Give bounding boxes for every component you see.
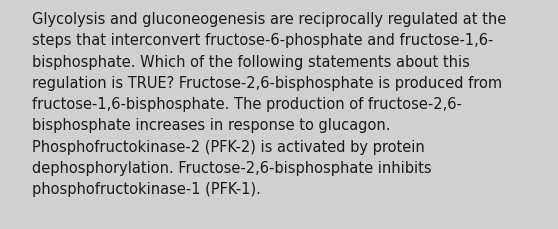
Text: bisphosphate. Which of the following statements about this: bisphosphate. Which of the following sta… [32, 54, 470, 69]
Text: Glycolysis and gluconeogenesis are reciprocally regulated at the: Glycolysis and gluconeogenesis are recip… [32, 12, 506, 27]
Text: steps that interconvert fructose-6-phosphate and fructose-1,6-: steps that interconvert fructose-6-phosp… [32, 33, 493, 48]
Text: bisphosphate increases in response to glucagon.: bisphosphate increases in response to gl… [32, 118, 391, 133]
Text: dephosphorylation. Fructose-2,6-bisphosphate inhibits: dephosphorylation. Fructose-2,6-bisphosp… [32, 160, 432, 175]
Text: Phosphofructokinase-2 (PFK-2) is activated by protein: Phosphofructokinase-2 (PFK-2) is activat… [32, 139, 425, 154]
Text: phosphofructokinase-1 (PFK-1).: phosphofructokinase-1 (PFK-1). [32, 182, 261, 196]
Text: fructose-1,6-bisphosphate. The production of fructose-2,6-: fructose-1,6-bisphosphate. The productio… [32, 97, 462, 112]
Text: regulation is TRUE? Fructose-2,6-bisphosphate is produced from: regulation is TRUE? Fructose-2,6-bisphos… [32, 76, 502, 90]
